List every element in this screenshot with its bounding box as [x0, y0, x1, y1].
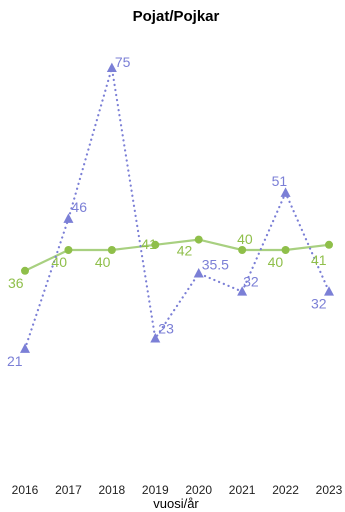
- data-label: 51: [272, 173, 288, 189]
- data-label: 36: [8, 275, 24, 291]
- x-tick-label: 2016: [12, 483, 39, 497]
- data-label: 40: [237, 231, 253, 247]
- x-tick-label: 2022: [272, 483, 299, 497]
- data-label: 21: [7, 353, 23, 369]
- data-label: 46: [71, 199, 87, 215]
- data-label: 40: [268, 254, 284, 270]
- data-label: 35.5: [202, 256, 229, 272]
- data-point: [63, 213, 73, 222]
- data-point: [108, 246, 116, 254]
- x-tick-label: 2017: [55, 483, 82, 497]
- x-tick-label: 2020: [185, 483, 212, 497]
- x-tick-label: 2021: [229, 483, 256, 497]
- data-point: [324, 286, 334, 295]
- data-point: [21, 267, 29, 275]
- series-layer: [20, 63, 334, 353]
- x-tick-label: 2023: [316, 483, 343, 497]
- data-label: 41: [141, 236, 157, 252]
- data-point: [281, 187, 291, 196]
- data-point: [64, 246, 72, 254]
- x-tick-label: 2018: [99, 483, 126, 497]
- x-axis-label: vuosi/år: [153, 496, 199, 511]
- data-point: [325, 241, 333, 249]
- data-point: [238, 246, 246, 254]
- data-point: [195, 236, 203, 244]
- data-label: 32: [311, 296, 327, 312]
- chart-title: Pojat/Pojkar: [133, 8, 220, 25]
- data-label: 42: [177, 243, 193, 259]
- x-axis-ticks: 2016 2017 2018 2019 2020 2021 2022 2023: [12, 483, 343, 497]
- data-label: 23: [158, 320, 174, 336]
- data-label: 40: [95, 254, 111, 270]
- data-label: 41: [311, 252, 327, 268]
- data-label-layer: 36 40 40 41 42 40 40 41 21 46 75 23 35.5 32 51 32: [7, 54, 327, 369]
- data-label: 32: [243, 274, 259, 290]
- data-label: 40: [51, 254, 67, 270]
- data-point: [282, 246, 290, 254]
- data-label: 75: [115, 54, 131, 70]
- data-point: [20, 343, 30, 352]
- x-tick-label: 2019: [142, 483, 169, 497]
- series-1: [20, 63, 334, 353]
